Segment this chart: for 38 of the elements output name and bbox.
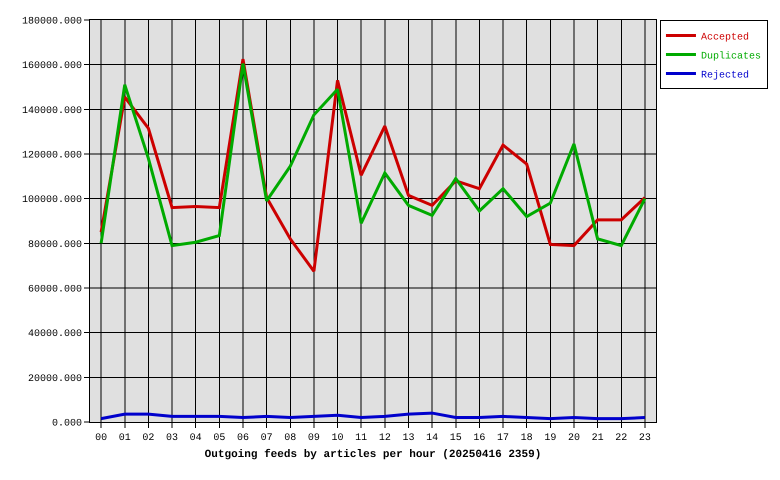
y-tick-label: 60000.000 <box>28 284 82 296</box>
y-tick-label: 100000.000 <box>22 195 82 206</box>
x-tick-label: 16 <box>473 433 486 444</box>
y-tick-label: 20000.000 <box>28 374 82 385</box>
x-tick-label: 10 <box>332 433 344 444</box>
x-tick-label: 17 <box>497 433 510 444</box>
x-tick-label: 12 <box>378 433 391 444</box>
y-tick-label: 80000.000 <box>28 240 82 251</box>
x-tick-label: 14 <box>426 433 438 444</box>
x-tick-label: 02 <box>142 433 154 444</box>
x-tick-label: 08 <box>284 433 296 444</box>
x-tick-label: 00 <box>95 433 108 444</box>
y-tick-label: 40000.000 <box>28 329 82 340</box>
x-tick-label: 18 <box>520 433 533 444</box>
x-tick-label: 20 <box>568 433 580 444</box>
x-tick-label: 19 <box>544 433 556 444</box>
x-tick-label: 06 <box>236 433 249 444</box>
x-tick-label: 09 <box>308 433 320 444</box>
y-tick-label: 120000.000 <box>22 150 82 162</box>
y-tick-label: 140000.000 <box>22 106 82 117</box>
x-tick-label: 07 <box>260 433 273 444</box>
y-tick-label: 160000.000 <box>22 61 82 72</box>
y-tick-label: 180000.000 <box>22 16 82 28</box>
legend-label: Duplicates <box>700 50 761 62</box>
legend-label: Rejected <box>700 69 749 82</box>
y-tick-label: 0.000 <box>52 418 82 430</box>
x-tick-label: 21 <box>592 433 604 444</box>
x-tick-label: 15 <box>450 433 462 444</box>
x-tick-label: 01 <box>118 433 131 444</box>
x-tick-label: 23 <box>638 433 651 444</box>
x-tick-label: 13 <box>402 433 414 444</box>
x-tick-label: 22 <box>615 433 628 444</box>
x-tick-label: 04 <box>190 433 202 444</box>
x-tick-label: 05 <box>213 433 226 444</box>
x-axis-title: Outgoing feeds by articles per hour (20250416 2359) <box>204 448 542 462</box>
legend-label: Accepted <box>700 31 749 44</box>
x-tick-label: 11 <box>355 433 368 444</box>
x-tick-label: 03 <box>166 433 178 444</box>
